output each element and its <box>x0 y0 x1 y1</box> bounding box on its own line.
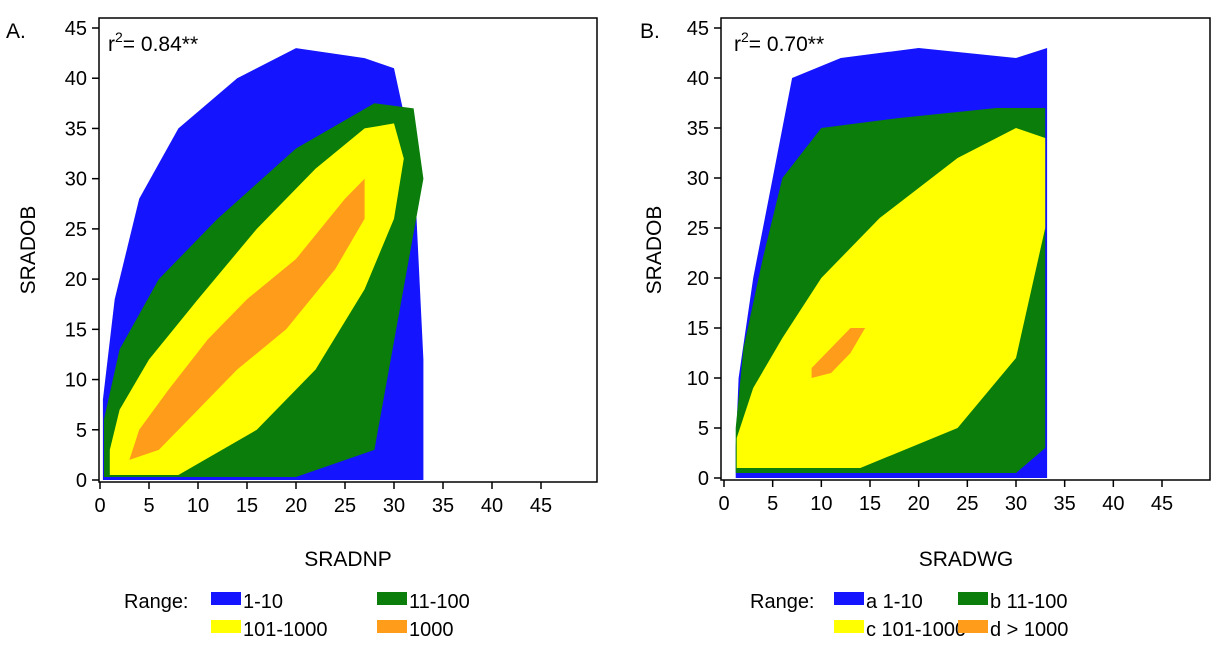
density-band <box>736 128 1046 468</box>
r-squared-annotation: r2= 0.84** <box>108 29 198 56</box>
x-tick-label: 20 <box>285 495 307 517</box>
legend-label: c 101-1000 <box>866 619 966 641</box>
stat-superscript: 2 <box>115 29 123 45</box>
x-axis-title: SRADNP <box>304 548 392 571</box>
x-tick-label: 40 <box>481 495 503 517</box>
y-tick-label: 5 <box>76 420 87 442</box>
x-tick-label: 30 <box>1005 493 1027 515</box>
stat-superscript: 2 <box>741 29 749 45</box>
legend-label: 1-10 <box>243 591 283 613</box>
y-tick-label: 15 <box>687 318 709 340</box>
panel-a: A. 0 5 10 15 20 25 30 35 40 45 0 5 10 15 20 25 30 35 40 45… <box>6 17 598 641</box>
plot-frame <box>98 17 598 483</box>
x-tick-label: 0 <box>718 493 729 515</box>
y-tick-label: 15 <box>65 319 87 341</box>
stat-base: r <box>108 33 115 56</box>
x-tick-label: 25 <box>956 493 978 515</box>
legend: Range: 1-10 11-100 101-1000 1000 <box>124 591 470 641</box>
legend-label: b 11-100 <box>990 591 1067 613</box>
legend-title: Range: <box>124 591 189 613</box>
y-tick-label: 0 <box>76 470 87 492</box>
stat-base: r <box>734 33 741 56</box>
stat-value: = 0.70** <box>749 33 824 56</box>
plot-frame <box>720 17 1211 481</box>
y-tick-label: 35 <box>65 118 87 140</box>
x-axis: 0 5 10 15 20 25 30 35 40 45 <box>94 482 552 517</box>
x-tick-label: 35 <box>432 495 454 517</box>
y-tick-label: 10 <box>65 370 87 392</box>
x-tick-label: 20 <box>908 493 930 515</box>
panel-b: B. 0 5 10 15 20 25 30 35 40 45 0 5 10 15 20 25 30 35 40 45… <box>640 17 1211 641</box>
y-tick-label: 20 <box>687 268 709 290</box>
x-tick-label: 15 <box>859 493 881 515</box>
x-tick-label: 45 <box>1151 493 1173 515</box>
r-squared-annotation: r2= 0.70** <box>734 29 824 56</box>
legend-label: 101-1000 <box>243 619 328 641</box>
y-axis: 0 5 10 15 20 25 30 35 40 45 <box>65 18 99 492</box>
x-tick-label: 45 <box>530 495 552 517</box>
x-axis-title: SRADWG <box>919 548 1014 571</box>
legend-label: a 1-10 <box>866 591 923 613</box>
y-tick-label: 45 <box>687 18 709 40</box>
x-tick-label: 25 <box>334 495 356 517</box>
x-tick-label: 30 <box>383 495 405 517</box>
legend: Range: a 1-10 b 11-100 c 101-1000 d > 1000 <box>750 591 1068 641</box>
legend-title: Range: <box>750 591 815 613</box>
legend-swatch <box>834 592 864 605</box>
density-bands <box>102 48 424 480</box>
x-axis: 0 5 10 15 20 25 30 35 40 45 <box>718 480 1173 515</box>
panel-letter: B. <box>640 20 660 43</box>
x-tick-label: 15 <box>236 495 258 517</box>
y-tick-label: 35 <box>687 118 709 140</box>
y-tick-label: 25 <box>65 219 87 241</box>
legend-swatch <box>211 620 241 633</box>
x-tick-label: 5 <box>767 493 778 515</box>
legend-label: 11-100 <box>409 591 470 613</box>
stat-value: = 0.84** <box>123 33 198 56</box>
legend-swatch <box>834 620 864 633</box>
x-tick-label: 35 <box>1054 493 1076 515</box>
density-band <box>129 178 365 460</box>
y-tick-label: 40 <box>687 68 709 90</box>
x-tick-label: 0 <box>94 495 105 517</box>
legend-label: 1000 <box>409 619 454 641</box>
x-tick-label: 40 <box>1102 493 1124 515</box>
y-axis-title: SRADOB <box>643 206 666 295</box>
y-tick-label: 0 <box>698 468 709 490</box>
legend-swatch <box>377 620 407 633</box>
density-bands <box>735 48 1048 478</box>
x-tick-label: 10 <box>187 495 209 517</box>
y-tick-label: 20 <box>65 269 87 291</box>
y-tick-label: 5 <box>698 418 709 440</box>
y-tick-label: 30 <box>687 168 709 190</box>
y-axis: 0 5 10 15 20 25 30 35 40 45 <box>687 18 721 490</box>
y-tick-label: 25 <box>687 218 709 240</box>
density-band <box>811 328 866 378</box>
y-tick-label: 45 <box>65 18 87 40</box>
legend-swatch <box>958 620 988 633</box>
y-tick-label: 30 <box>65 169 87 191</box>
legend-swatch <box>377 592 407 605</box>
x-tick-label: 10 <box>810 493 832 515</box>
panel-letter: A. <box>6 20 26 43</box>
legend-label: d > 1000 <box>990 619 1068 641</box>
legend-swatch <box>958 592 988 605</box>
x-tick-label: 5 <box>143 495 154 517</box>
y-tick-label: 40 <box>65 68 87 90</box>
y-tick-label: 10 <box>687 368 709 390</box>
legend-swatch <box>211 592 241 605</box>
y-axis-title: SRADOB <box>17 206 40 295</box>
